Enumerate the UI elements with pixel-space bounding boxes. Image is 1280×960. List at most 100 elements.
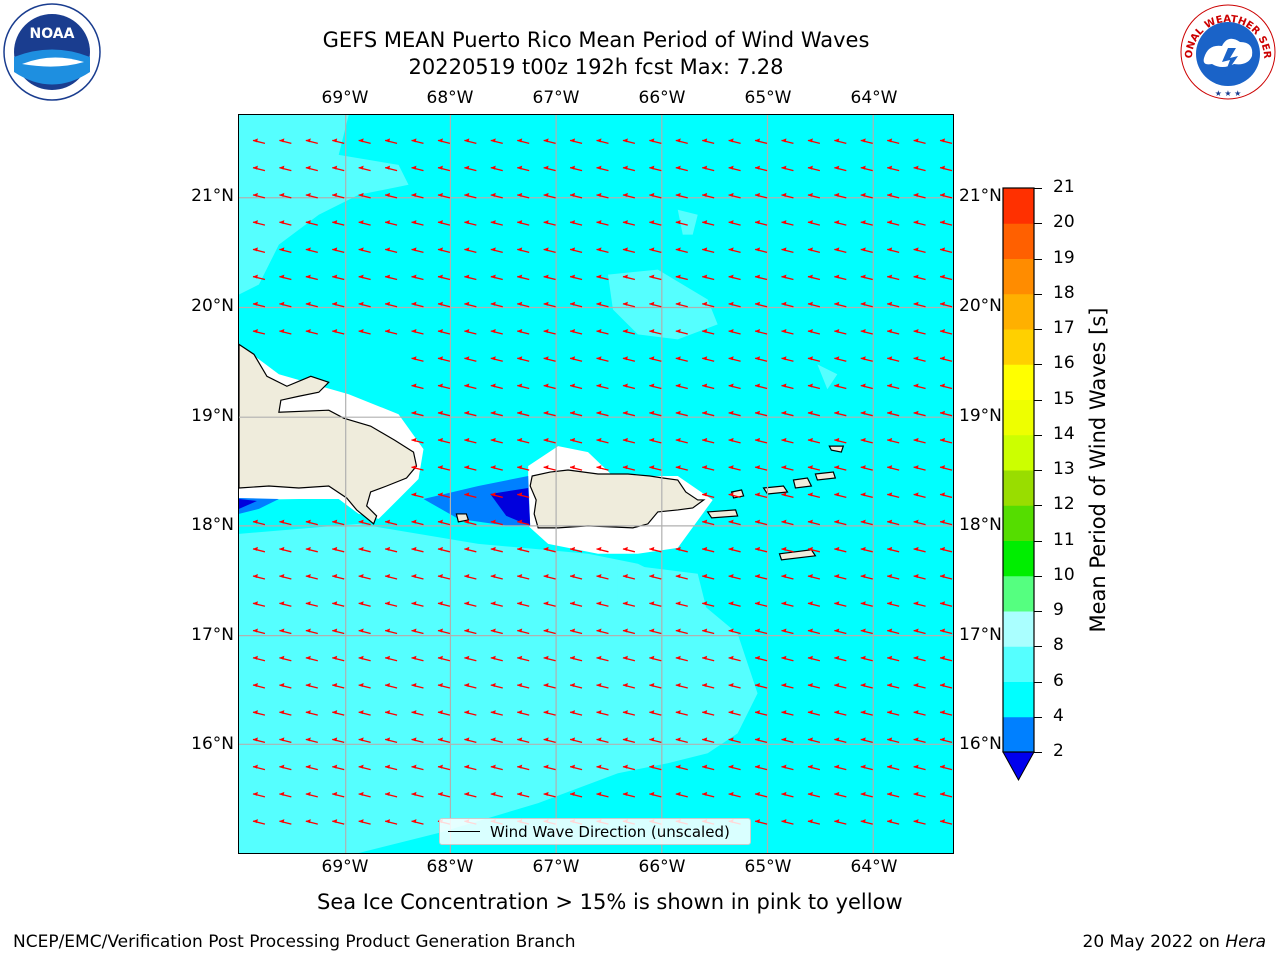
wave-direction-arrowhead <box>596 655 602 660</box>
wave-direction-arrowhead <box>570 410 576 415</box>
colorbar-tick <box>1034 716 1042 718</box>
wave-direction-arrowhead <box>728 764 734 769</box>
wave-direction-arrowhead <box>464 329 470 334</box>
footer-date: 20 May 2022 on Hera <box>1083 932 1267 952</box>
wave-direction-arrowhead <box>702 220 708 225</box>
wave-direction-arrowhead <box>464 710 470 715</box>
colorbar-tick-label: 4 <box>1053 705 1064 726</box>
wave-direction-arrowhead <box>755 329 761 334</box>
colorbar-tick-label: 10 <box>1053 564 1075 585</box>
wave-direction-arrowhead <box>940 628 946 633</box>
wave-direction-arrowhead <box>728 165 734 170</box>
wave-direction-arrowhead <box>437 437 443 442</box>
wave-direction-arrowhead <box>728 192 734 197</box>
wave-direction-arrowhead <box>279 519 285 524</box>
wave-direction-arrowhead <box>490 519 496 524</box>
wave-direction-arrowhead <box>543 601 549 606</box>
wave-direction-arrowhead <box>570 682 576 687</box>
wave-direction-arrowhead <box>385 247 391 252</box>
wave-direction-arrowhead <box>490 546 496 551</box>
wave-direction-arrowhead <box>437 192 443 197</box>
wave-direction-arrowhead <box>781 655 787 660</box>
svg-text:★ ★ ★: ★ ★ ★ <box>1215 89 1242 98</box>
wave-direction-arrowhead <box>464 682 470 687</box>
wave-direction-arrowhead <box>490 628 496 633</box>
lat-label-right: 16°N <box>959 734 1002 754</box>
wave-direction-arrowhead <box>781 710 787 715</box>
footer-date-text: 20 May 2022 on <box>1082 932 1226 952</box>
wave-direction-arrowhead <box>464 764 470 769</box>
wave-direction-arrowhead <box>913 329 919 334</box>
wave-direction-arrowhead <box>543 192 549 197</box>
wave-direction-arrowhead <box>622 546 628 551</box>
wave-direction-arrowhead <box>385 764 391 769</box>
colorbar-segment <box>1003 399 1034 436</box>
wave-direction-arrowhead <box>913 492 919 497</box>
wave-direction-arrowhead <box>834 791 840 796</box>
wave-direction-arrowhead <box>834 383 840 388</box>
wave-direction-arrowhead <box>252 138 258 143</box>
wave-direction-arrowhead <box>543 764 549 769</box>
wave-direction-arrowhead <box>464 519 470 524</box>
wave-direction-arrowhead <box>305 737 311 742</box>
mona-island <box>455 513 470 523</box>
wave-direction-arrowhead <box>887 465 893 470</box>
wave-direction-arrowhead <box>702 574 708 579</box>
wave-direction-arrowhead <box>913 165 919 170</box>
wave-direction-arrowhead <box>517 764 523 769</box>
wave-direction-arrowhead <box>596 737 602 742</box>
wave-direction-arrowhead <box>675 356 681 361</box>
wave-direction-arrowhead <box>649 165 655 170</box>
colorbar-segment <box>1003 434 1034 471</box>
wave-direction-arrowhead <box>913 465 919 470</box>
wave-direction-arrowhead <box>332 628 338 633</box>
wave-direction-arrowhead <box>437 138 443 143</box>
wave-direction-arrowhead <box>543 356 549 361</box>
wave-direction-arrowhead <box>411 737 417 742</box>
wave-direction-arrowhead <box>755 519 761 524</box>
wave-direction-arrowhead <box>887 192 893 197</box>
wave-direction-arrowhead <box>649 465 655 470</box>
wave-direction-arrowhead <box>622 329 628 334</box>
wave-direction-arrowhead <box>860 383 866 388</box>
graticule <box>239 115 953 853</box>
wave-direction-arrowhead <box>517 628 523 633</box>
lon-label-bottom: 68°W <box>426 857 474 877</box>
wave-direction-arrowhead <box>464 192 470 197</box>
wave-direction-arrowhead <box>940 465 946 470</box>
wave-direction-arrowhead <box>332 329 338 334</box>
wave-direction-arrowhead <box>543 437 549 442</box>
wave-direction-arrowhead <box>517 274 523 279</box>
wave-direction-arrowhead <box>517 465 523 470</box>
wave-direction-arrowhead <box>649 737 655 742</box>
wave-direction-arrowhead <box>385 138 391 143</box>
wave-direction-arrowhead <box>411 574 417 579</box>
wave-direction-arrowhead <box>649 437 655 442</box>
wave-direction-arrowhead <box>728 574 734 579</box>
lon-label-bottom: 67°W <box>532 857 580 877</box>
colorbar-tick-label: 2 <box>1053 741 1064 761</box>
wave-direction-arrowhead <box>860 819 866 824</box>
wave-direction-arrowhead <box>887 519 893 524</box>
wave-direction-arrowhead <box>675 628 681 633</box>
nws-logo: NATIONAL WEATHER SERVICE ★ ★ ★ <box>1178 2 1276 100</box>
wave-direction-arrowhead <box>332 192 338 197</box>
field-lt-2s <box>239 498 257 509</box>
chart-subtitle-run: 20220519 t00z 192h fcst Max: 7.28 <box>408 55 784 79</box>
wave-direction-arrowhead <box>437 301 443 306</box>
wave-direction-arrowhead <box>332 601 338 606</box>
wave-direction-arrowhead <box>464 410 470 415</box>
wave-direction-arrowhead <box>411 220 417 225</box>
wave-direction-arrowhead <box>649 138 655 143</box>
wave-direction-arrowhead <box>305 710 311 715</box>
wave-direction-arrowhead <box>570 628 576 633</box>
colorbar-tick-label: 17 <box>1053 318 1075 338</box>
wave-direction-arrowhead <box>279 274 285 279</box>
wave-direction-arrowhead <box>834 682 840 687</box>
colorbar-tick-label: 16 <box>1053 353 1075 374</box>
wave-direction-arrowhead <box>622 274 628 279</box>
wave-direction-arrowhead <box>755 764 761 769</box>
wave-direction-arrowhead <box>437 628 443 633</box>
wave-direction-arrowhead <box>940 601 946 606</box>
wave-direction-arrowhead <box>411 546 417 551</box>
